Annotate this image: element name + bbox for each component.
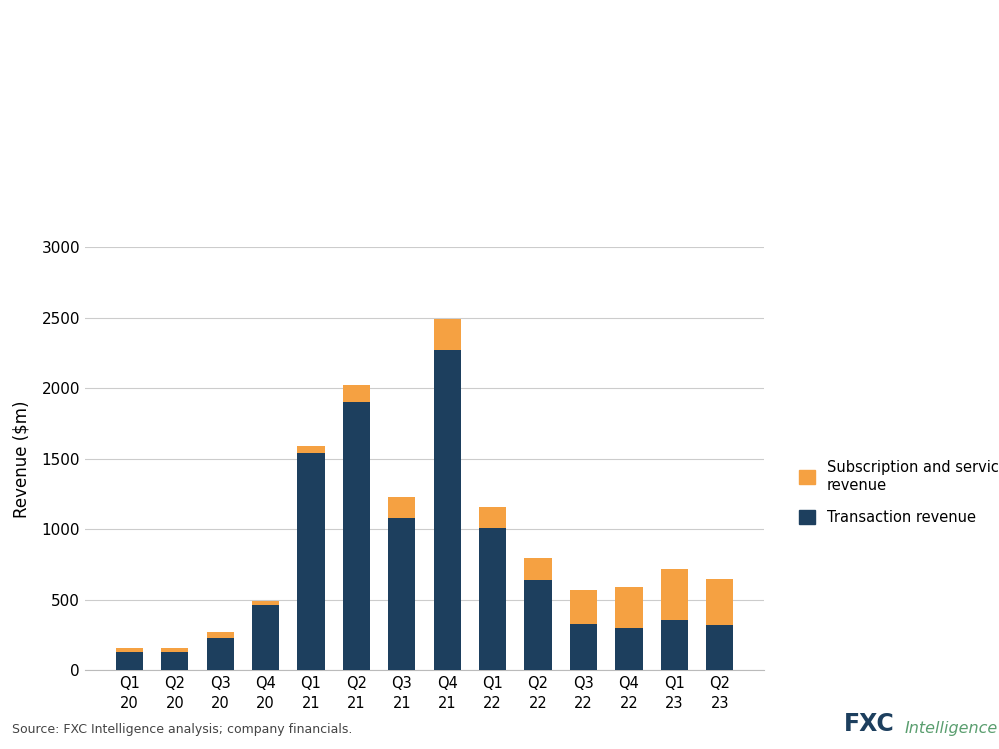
Bar [569,590,597,624]
Text: FXC: FXC [844,712,895,736]
Bar [660,619,688,670]
Bar [706,579,733,625]
Bar [161,652,189,670]
Bar [524,558,551,580]
Bar [161,649,189,652]
Text: Source: FXC Intelligence analysis; company financials.: Source: FXC Intelligence analysis; compa… [12,723,353,736]
Bar [660,568,688,619]
Bar [434,350,461,670]
Text: Intelligence: Intelligence [904,721,997,736]
Bar [343,386,370,402]
Bar [116,649,143,652]
Bar [480,528,506,670]
Legend: Subscription and services
revenue, Transaction revenue: Subscription and services revenue, Trans… [792,453,999,533]
Bar [207,638,234,670]
Bar [298,453,325,670]
Bar [480,507,506,528]
Text: Coinbase quarterly revenue by segment, 2020-2023: Coinbase quarterly revenue by segment, 2… [12,90,523,109]
Bar [252,605,280,670]
Bar [343,402,370,670]
Bar [706,625,733,670]
Bar [298,446,325,453]
Bar [252,601,280,605]
Bar [389,518,416,670]
Bar [615,628,642,670]
Bar [524,580,551,670]
Text: Coinbase subscription and services revenue grows: Coinbase subscription and services reven… [12,30,846,58]
Bar [116,652,143,670]
Bar [389,497,416,518]
Bar [569,624,597,670]
Y-axis label: Revenue ($m): Revenue ($m) [12,400,30,518]
Bar [207,632,234,638]
Bar [434,319,461,350]
Bar [615,587,642,628]
